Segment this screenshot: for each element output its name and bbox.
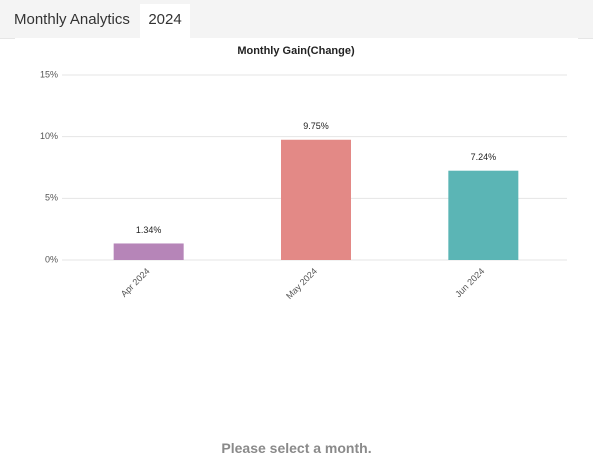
chart: Monthly Gain(Change) 0%5%10%15%Apr 20241… (15, 38, 578, 316)
tab[interactable]: Monthly Analytics (14, 11, 130, 28)
tab-bar: Monthly Analytics 2024 (0, 0, 593, 39)
value-label: 9.75% (303, 121, 329, 131)
bar (448, 170, 519, 260)
value-label: 1.34% (136, 225, 162, 235)
y-tick-label: 15% (40, 69, 58, 79)
bar (113, 243, 184, 260)
value-label: 7.24% (471, 152, 497, 162)
tab[interactable]: 2024 (140, 4, 190, 38)
y-tick-label: 5% (45, 193, 58, 203)
y-tick-label: 0% (45, 254, 58, 264)
message: Please select a month. (221, 440, 372, 456)
chart-title: Monthly Gain(Change) (237, 45, 355, 57)
bar (281, 139, 351, 260)
y-tick-label: 10% (40, 131, 58, 141)
